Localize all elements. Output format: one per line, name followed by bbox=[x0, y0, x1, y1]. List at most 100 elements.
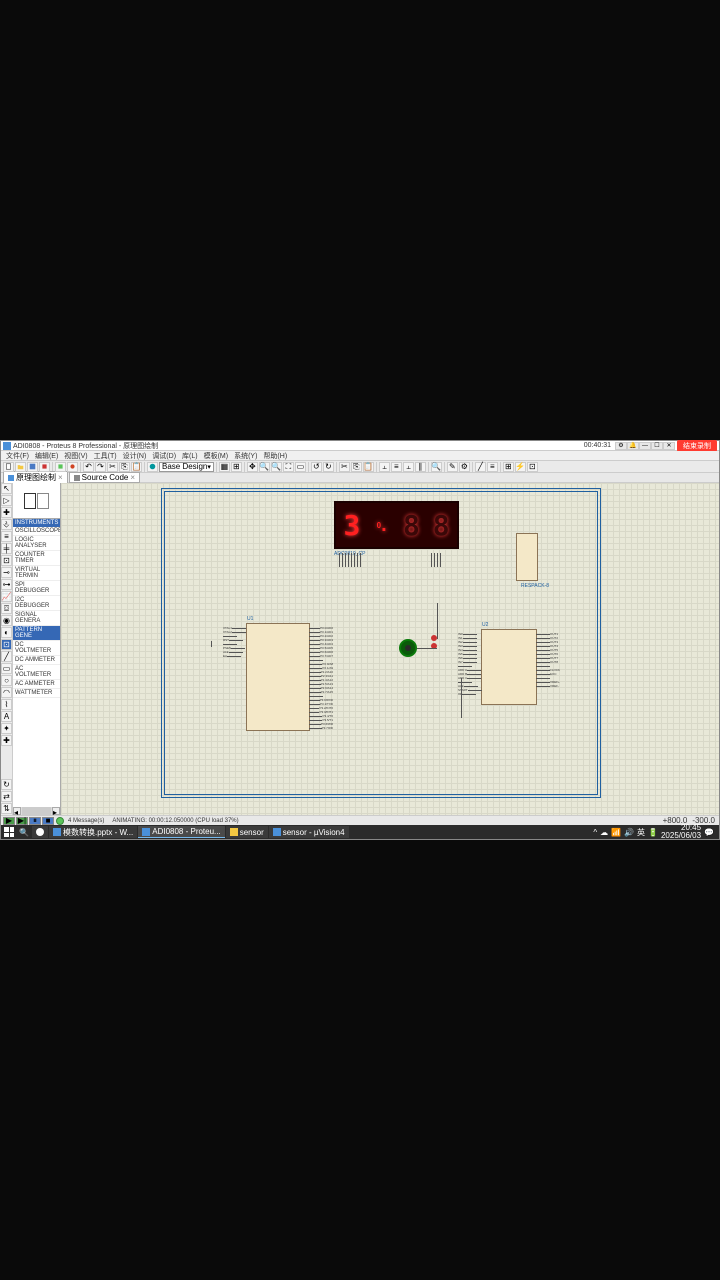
text2-tool[interactable]: A bbox=[1, 711, 12, 722]
rotate-tool[interactable]: ↻ bbox=[1, 779, 12, 790]
close-button[interactable]: ✕ bbox=[663, 442, 675, 450]
instrument-list[interactable]: OSCILLOSCOPELOGIC ANALYSERCOUNTER TIMERV… bbox=[13, 527, 60, 807]
paste-button[interactable]: 📋 bbox=[131, 462, 142, 472]
flip-tool[interactable]: ⇅ bbox=[1, 803, 12, 814]
netlist-button[interactable]: ⊡ bbox=[527, 462, 538, 472]
tab-close-icon[interactable]: × bbox=[130, 473, 135, 482]
rotate-cw-button[interactable]: ↻ bbox=[323, 462, 334, 472]
symbol-tool[interactable]: ✦ bbox=[1, 723, 12, 734]
undo-button[interactable]: ↶ bbox=[83, 462, 94, 472]
redo-button[interactable]: ↷ bbox=[95, 462, 106, 472]
component-tool[interactable]: ▷ bbox=[1, 495, 12, 506]
tray-notifications-icon[interactable]: 💬 bbox=[704, 828, 714, 837]
cut2-button[interactable]: ✂ bbox=[339, 462, 350, 472]
taskbar-item-uvision[interactable]: sensor - µVision4 bbox=[269, 826, 349, 838]
record-button[interactable]: 结束录制 bbox=[677, 440, 717, 452]
menu-edit[interactable]: 编辑(E) bbox=[32, 451, 61, 461]
tray-ime-icon[interactable]: 英 bbox=[637, 827, 645, 838]
zoom-fit-button[interactable]: ⛶ bbox=[283, 462, 294, 472]
maximize-button[interactable]: ☐ bbox=[651, 442, 663, 450]
taskbar-item-cortana[interactable] bbox=[32, 826, 48, 838]
tab-close-icon[interactable]: × bbox=[58, 473, 63, 482]
arduino-button[interactable] bbox=[147, 462, 158, 472]
taskbar-item-ppt[interactable]: 模数转换.pptx - W... bbox=[49, 826, 137, 838]
subcircuit-tool[interactable]: ⊡ bbox=[1, 555, 12, 566]
messages-text[interactable]: 4 Message(s) bbox=[64, 818, 108, 824]
system-tray[interactable]: ^ ☁ 📶 🔊 英 🔋 20:45 2025/06/03 💬 bbox=[589, 824, 718, 840]
schematic-button[interactable] bbox=[55, 462, 66, 472]
graph-tool[interactable]: 📈 bbox=[1, 591, 12, 602]
cut-button[interactable]: ✂ bbox=[107, 462, 118, 472]
bus-tool[interactable]: ╪ bbox=[1, 543, 12, 554]
menu-library[interactable]: 库(L) bbox=[179, 451, 201, 461]
align-left-button[interactable]: ⫠ bbox=[379, 462, 390, 472]
selection-tool[interactable]: ↖ bbox=[1, 483, 12, 494]
close-tab-button[interactable] bbox=[39, 462, 50, 472]
taskbar-item-sensor[interactable]: sensor bbox=[226, 826, 268, 838]
instrument-tool[interactable]: ⊡ bbox=[1, 639, 12, 650]
start-button[interactable] bbox=[2, 826, 16, 838]
circle-tool[interactable]: ○ bbox=[1, 675, 12, 686]
search-button[interactable]: 🔍 bbox=[17, 826, 31, 838]
instrument-item[interactable]: DC VOLTMETER bbox=[13, 641, 60, 656]
terminal-tool[interactable]: ⊸ bbox=[1, 567, 12, 578]
search-button[interactable]: 🔍 bbox=[431, 462, 442, 472]
path-tool[interactable]: ⌇ bbox=[1, 699, 12, 710]
instrument-item[interactable]: AC VOLTMETER bbox=[13, 665, 60, 680]
label-tool[interactable]: ⎀ bbox=[1, 519, 12, 530]
chip-u1[interactable]: U1 XTAL1XTAL2RSTPSENALEEA P0.0/AD0P0.1/A… bbox=[246, 623, 310, 731]
menu-help[interactable]: 帮助(H) bbox=[260, 451, 290, 461]
zoom-out-button[interactable]: 🔍 bbox=[271, 462, 282, 472]
copy2-button[interactable]: ⎘ bbox=[351, 462, 362, 472]
tray-wifi-icon[interactable]: 📶 bbox=[611, 828, 621, 837]
instrument-item[interactable]: WATTMETER bbox=[13, 689, 60, 698]
zoom-move-button[interactable]: ✥ bbox=[247, 462, 258, 472]
seven-segment-display[interactable]: 3 0. 8 8 bbox=[334, 501, 459, 549]
menu-design[interactable]: 设计(N) bbox=[120, 451, 150, 461]
pick-button[interactable]: ✎ bbox=[447, 462, 458, 472]
hscroll[interactable]: ◂ ▸ bbox=[13, 807, 60, 815]
instrument-item[interactable]: OSCILLOSCOPE bbox=[13, 527, 60, 536]
scroll-thumb[interactable] bbox=[22, 807, 51, 815]
setting-icon[interactable]: ⚙ bbox=[615, 442, 627, 450]
instrument-item[interactable]: PATTERN GENE bbox=[13, 626, 60, 641]
clock[interactable]: 20:45 2025/06/03 bbox=[661, 824, 701, 840]
snap-button[interactable]: ⊞ bbox=[231, 462, 242, 472]
bom-button[interactable]: ⊞ bbox=[503, 462, 514, 472]
connector[interactable] bbox=[516, 533, 538, 581]
schematic-canvas[interactable]: 3 0. 8 8 ADC0810_CP U1 XTAL1XTAL2RSTPSEN… bbox=[61, 483, 719, 815]
erc-button[interactable]: ⚡ bbox=[515, 462, 526, 472]
menu-template[interactable]: 模板(M) bbox=[201, 451, 232, 461]
menu-system[interactable]: 系统(Y) bbox=[231, 451, 260, 461]
tray-up-icon[interactable]: ^ bbox=[593, 828, 597, 837]
instrument-item[interactable]: I2C DEBUGGER bbox=[13, 596, 60, 611]
design-dropdown[interactable]: Base Design ▾ bbox=[159, 462, 214, 472]
distribute-button[interactable]: ∥ bbox=[415, 462, 426, 472]
bus-tool-button[interactable]: ≡ bbox=[487, 462, 498, 472]
tray-cloud-icon[interactable]: ☁ bbox=[600, 828, 608, 837]
pause-button[interactable]: ⏸ bbox=[29, 817, 41, 825]
marker-tool[interactable]: ✚ bbox=[1, 735, 12, 746]
instrument-item[interactable]: DC AMMETER bbox=[13, 656, 60, 665]
menu-tools[interactable]: 工具(T) bbox=[91, 451, 120, 461]
arc-tool[interactable]: ◠ bbox=[1, 687, 12, 698]
menu-debug[interactable]: 调试(D) bbox=[149, 451, 179, 461]
instrument-item[interactable]: VIRTUAL TERMIN bbox=[13, 566, 60, 581]
stop-button[interactable]: ■ bbox=[42, 817, 54, 825]
play-button[interactable]: ▶ bbox=[3, 817, 15, 825]
copy-button[interactable]: ⎘ bbox=[119, 462, 130, 472]
wire-tool-button[interactable]: ╱ bbox=[475, 462, 486, 472]
rotate-ccw-button[interactable]: ↺ bbox=[311, 462, 322, 472]
pot-knob[interactable] bbox=[405, 645, 411, 651]
taskbar-item-proteus[interactable]: ADI0808 - Proteu... bbox=[138, 826, 224, 838]
pin-tool[interactable]: ⊶ bbox=[1, 579, 12, 590]
probe-tool[interactable]: ◐ bbox=[1, 627, 12, 638]
pot-switch[interactable] bbox=[429, 633, 441, 657]
mirror-tool[interactable]: ⇄ bbox=[1, 791, 12, 802]
save-button[interactable] bbox=[27, 462, 38, 472]
step-button[interactable]: ▶| bbox=[16, 817, 28, 825]
junction-tool[interactable]: ✚ bbox=[1, 507, 12, 518]
instrument-item[interactable]: COUNTER TIMER bbox=[13, 551, 60, 566]
pcb-button[interactable] bbox=[67, 462, 78, 472]
bell-icon[interactable]: 🔔 bbox=[627, 442, 639, 450]
